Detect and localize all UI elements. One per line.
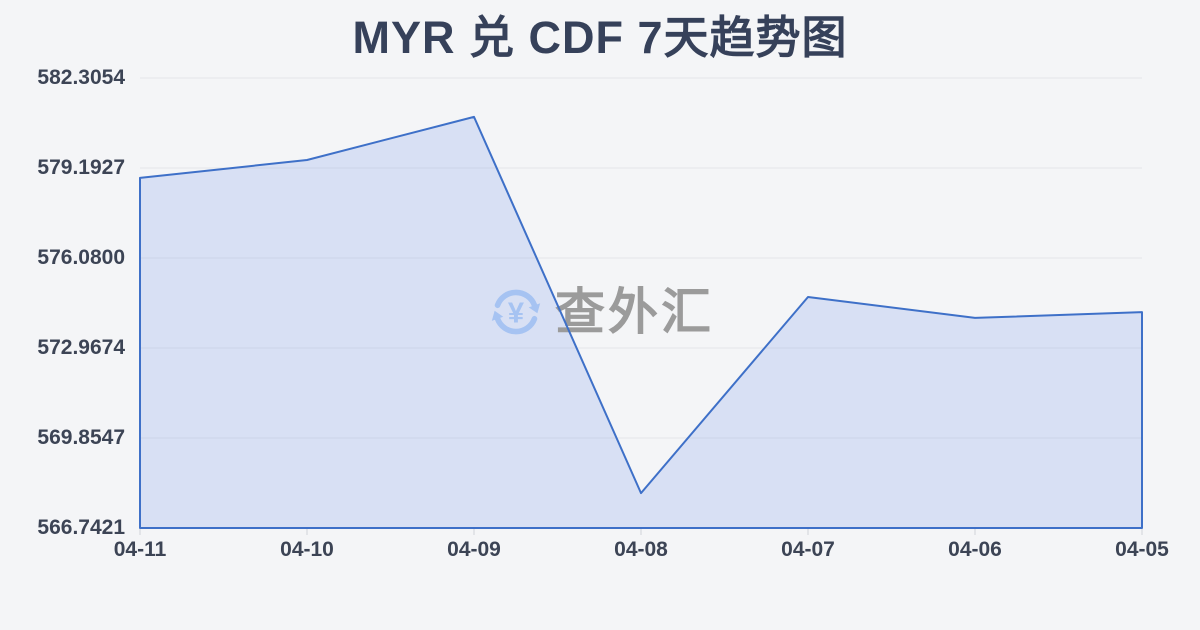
y-tick-label: 569.8547 [37, 426, 125, 449]
trend-area-fill [140, 116, 1142, 529]
watermark-text: 查外汇 [555, 284, 714, 340]
y-tick-label: 572.9674 [37, 336, 125, 359]
exchange-arrow-bottom [494, 315, 538, 335]
y-tick-label: 566.7421 [37, 516, 125, 539]
arrowhead-left [491, 310, 504, 321]
x-tick-label: 04-06 [948, 538, 1002, 561]
x-tick-label: 04-10 [280, 538, 334, 561]
x-axis-ticks [139, 529, 1143, 535]
x-tick-label: 04-08 [614, 538, 668, 561]
x-tick-label: 04-09 [447, 538, 501, 561]
x-tick-label: 04-11 [113, 538, 167, 561]
x-tick-label: 04-07 [781, 538, 835, 561]
watermark: ¥ 查外汇 [486, 282, 714, 342]
yuan-symbol: ¥ [508, 297, 525, 329]
arrowhead-right [528, 303, 541, 314]
y-tick-label: 579.1927 [37, 156, 125, 179]
currency-exchange-icon: ¥ [491, 289, 541, 335]
x-tick-label: 04-05 [1115, 538, 1169, 561]
exchange-arrow-top [494, 289, 538, 309]
chart-title: MYR 兑 CDF 7天趋势图 [352, 12, 848, 63]
y-tick-label: 582.3054 [37, 66, 125, 89]
y-tick-label: 576.0800 [37, 246, 125, 269]
trend-line [139, 115, 1143, 529]
